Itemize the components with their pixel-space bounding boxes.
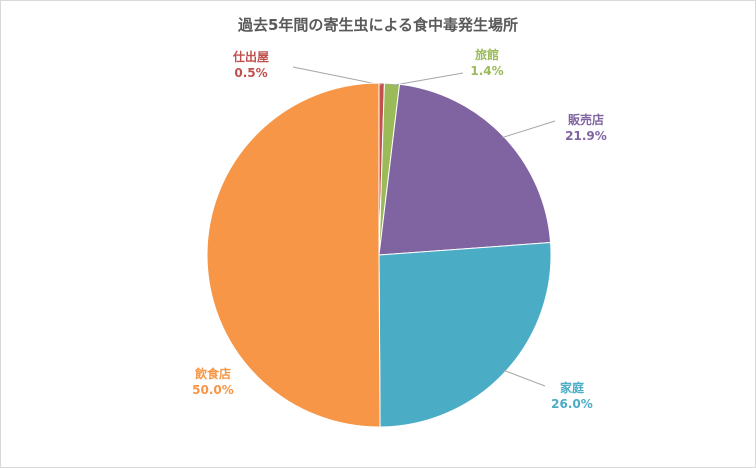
- slice-value-label: 26.0%: [551, 397, 593, 411]
- slice-category-label: 販売店: [568, 112, 604, 127]
- slice-category-label: 仕出屋: [232, 49, 269, 64]
- leader-line-4: [503, 369, 546, 387]
- chart-title: 過去5年間の寄生虫による食中毒発生場所: [238, 16, 518, 34]
- pie-slice-4: [378, 242, 552, 428]
- slice-value-label: 1.4%: [470, 64, 503, 78]
- slice-value-label: 0.5%: [234, 66, 267, 80]
- slice-value-label: 21.9%: [565, 129, 607, 143]
- slice-value-label: 50.0%: [192, 383, 234, 397]
- slice-category-label: 家庭: [560, 380, 584, 395]
- pie-slice-3: [378, 83, 552, 256]
- leader-line-1: [292, 66, 382, 86]
- leader-line-3: [501, 120, 556, 139]
- pie-slice-5: [206, 82, 381, 428]
- leader-line-2: [391, 72, 464, 86]
- slice-category-label: 旅館: [475, 47, 499, 62]
- slice-category-label: 飲食店: [194, 366, 231, 381]
